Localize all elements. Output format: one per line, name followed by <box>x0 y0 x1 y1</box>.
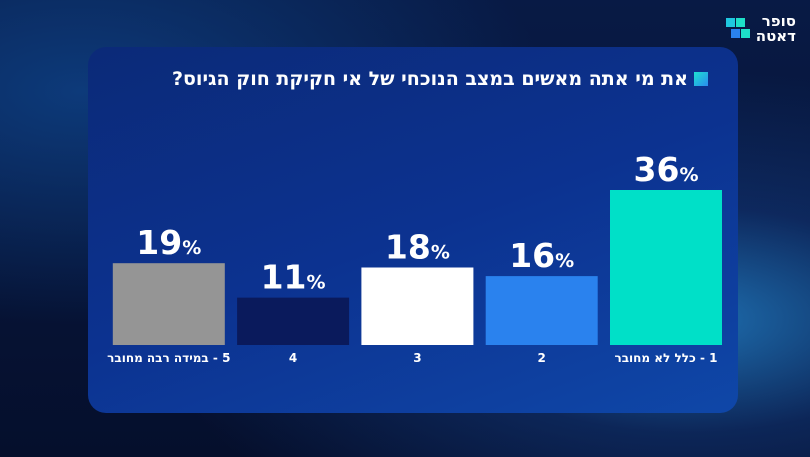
bar <box>112 263 225 345</box>
data-label: 19% <box>136 223 201 262</box>
data-label: 11% <box>261 258 326 297</box>
data-label: 16% <box>509 236 574 275</box>
data-label: 36% <box>634 150 699 189</box>
title-bullet-icon <box>694 72 708 86</box>
brand-line1: סופר <box>761 12 796 30</box>
brand-line2: דאטה <box>755 27 796 45</box>
logo-icon <box>725 16 752 42</box>
bar <box>361 267 474 345</box>
category-label: 3 <box>413 351 421 365</box>
bar <box>237 297 350 345</box>
chart-title: את מי אתה מאשים במצב הנוכחי של אי חקיקת … <box>148 67 708 91</box>
category-label: 5 - במידה רבה מחובר <box>107 351 230 365</box>
chart-title-text: את מי אתה מאשים במצב הנוכחי של אי חקיקת … <box>172 68 688 90</box>
bar <box>485 276 598 345</box>
data-label: 18% <box>385 228 450 267</box>
category-label: 4 <box>289 351 297 365</box>
category-label: 2 <box>538 351 546 365</box>
category-label: 1 - כלל לא מחובר <box>615 351 718 365</box>
bar <box>610 190 722 345</box>
brand-logo: סופר דאטה <box>725 12 796 45</box>
